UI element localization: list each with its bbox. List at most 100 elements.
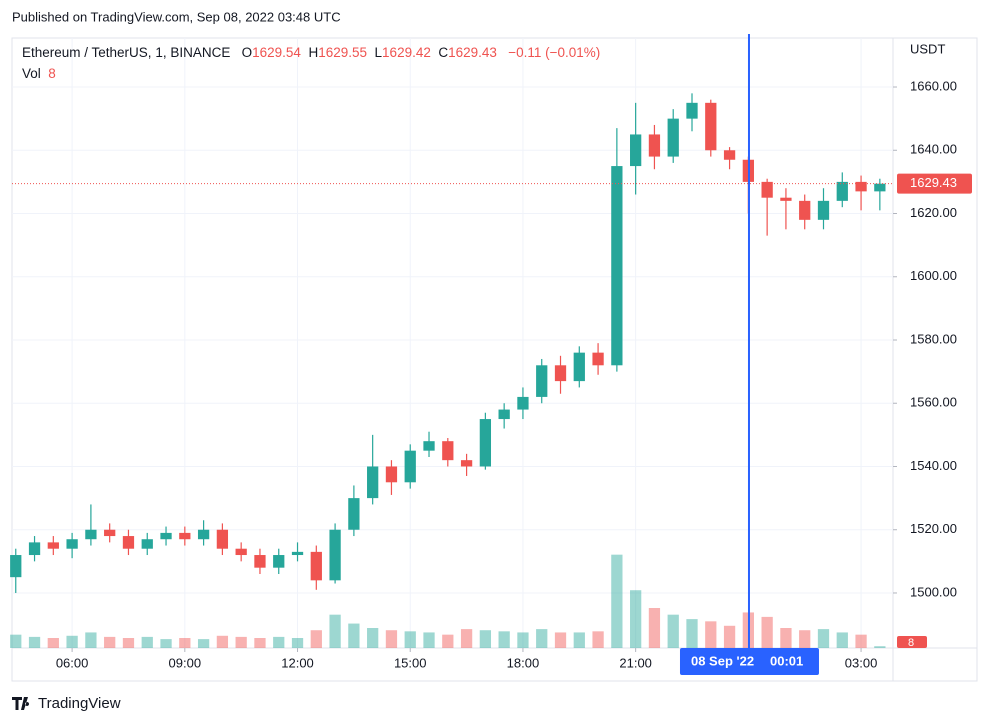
- volume-bar: [85, 632, 97, 648]
- volume-tag-label: 8: [908, 637, 914, 649]
- candle-body: [423, 441, 435, 451]
- candle-body: [122, 536, 135, 549]
- volume-bar: [385, 630, 398, 648]
- volume-bar: [28, 636, 41, 648]
- y-tick-label: 1620.00: [910, 205, 957, 220]
- volume-bar: [423, 632, 435, 648]
- candle-body: [179, 532, 191, 540]
- y-tick-label: 1660.00: [910, 78, 957, 93]
- volume-label: Vol: [22, 66, 41, 81]
- ohlc-value: 1629.55: [318, 45, 368, 60]
- candle-body: [254, 555, 266, 568]
- candle-body: [611, 166, 623, 366]
- candle-body: [385, 466, 398, 483]
- candle-body: [348, 498, 360, 530]
- x-tick-label: 21:00: [619, 655, 652, 670]
- volume-bar: [66, 635, 78, 648]
- volume-bar: [122, 638, 135, 648]
- chart-frame: [11, 37, 978, 682]
- volume-bar: [723, 625, 736, 648]
- candle-body: [836, 181, 848, 201]
- volume-bar: [479, 630, 492, 648]
- y-tick-label: 1640.00: [910, 142, 957, 157]
- volume-bar: [611, 554, 623, 648]
- candle-body: [648, 134, 661, 157]
- volume-bar: [573, 632, 585, 648]
- ohlc-key: C: [438, 45, 449, 60]
- ohlc-key: O: [241, 45, 253, 60]
- candle-body: [85, 529, 97, 540]
- candle-body: [517, 396, 529, 410]
- volume-bar: [460, 629, 473, 648]
- candle-body: [630, 134, 642, 167]
- candle-body: [817, 200, 830, 220]
- volume-legend: Vol 8: [22, 66, 56, 81]
- ohlc-value: 1629.54: [252, 45, 301, 60]
- candle-body: [460, 460, 473, 467]
- candle-body: [686, 102, 698, 119]
- candle-body: [498, 409, 510, 420]
- volume-bar: [686, 619, 698, 648]
- volume-bar: [667, 614, 679, 648]
- x-tick-label: 09:00: [169, 655, 202, 670]
- volume-bar: [104, 636, 116, 648]
- volume-bar: [179, 638, 191, 648]
- candle-body: [141, 539, 153, 549]
- candle-body: [10, 555, 22, 578]
- candle-body: [536, 365, 548, 397]
- volume-bar: [705, 621, 717, 648]
- volume-bar: [855, 634, 867, 648]
- candle-body: [723, 150, 736, 160]
- x-tick-label: 15:00: [394, 655, 427, 670]
- published-note: Published on TradingView.com, Sep 08, 20…: [12, 9, 341, 24]
- ohlc-value: 1629.42: [382, 45, 431, 60]
- volume-bar: [160, 639, 172, 648]
- x-tick-label: 12:00: [281, 655, 314, 670]
- volume-bar: [348, 623, 360, 648]
- volume-bar: [648, 608, 661, 648]
- x-tick-label: 06:00: [56, 655, 89, 670]
- crosshair-time: 00:01: [770, 653, 803, 668]
- volume-bar: [498, 631, 510, 648]
- y-tick-label: 1600.00: [910, 268, 957, 283]
- volume-bar: [47, 638, 59, 648]
- x-tick-label: 03:00: [845, 655, 878, 670]
- ohlc-key: H: [308, 45, 319, 60]
- crosshair-date: 08 Sep '22: [691, 653, 754, 668]
- candle-body: [329, 529, 341, 581]
- volume-bar: [761, 616, 773, 648]
- symbol-title: Ethereum / TetherUS, 1, BINANCE: [22, 45, 231, 60]
- y-tick-label: 1540.00: [910, 458, 957, 473]
- volume-bar: [592, 631, 604, 648]
- volume-tag: [897, 636, 927, 648]
- volume-bar: [817, 629, 830, 648]
- y-tick-label: 1500.00: [910, 584, 957, 599]
- candle-body: [799, 200, 811, 220]
- candle-body: [573, 352, 585, 382]
- volume-bar: [630, 590, 642, 648]
- volume-bar: [310, 630, 322, 648]
- ohlc-key: L: [374, 45, 383, 60]
- candle-body: [197, 529, 210, 540]
- volume-bar: [273, 636, 285, 648]
- brand: TradingView: [38, 695, 121, 712]
- change-label: −0.11 (−0.01%): [508, 45, 601, 60]
- candle-body: [66, 539, 78, 549]
- volume-bar: [780, 628, 792, 648]
- volume-bar: [442, 634, 454, 648]
- candle-body: [28, 542, 41, 556]
- candle-body: [667, 118, 679, 157]
- ohlc-legend: O1629.54 H1629.55 L1629.42 C1629.43: [242, 45, 505, 60]
- volume-value: 8: [48, 66, 56, 81]
- crosshair-tag: [679, 648, 819, 675]
- candle-body: [367, 466, 379, 499]
- volume-bar: [254, 638, 266, 648]
- candle-body: [310, 551, 322, 581]
- volume-bar: [536, 629, 548, 648]
- y-tick-label: 1580.00: [910, 331, 957, 346]
- candle-body: [780, 197, 792, 201]
- volume-bar: [836, 632, 848, 648]
- candle-body: [404, 450, 416, 483]
